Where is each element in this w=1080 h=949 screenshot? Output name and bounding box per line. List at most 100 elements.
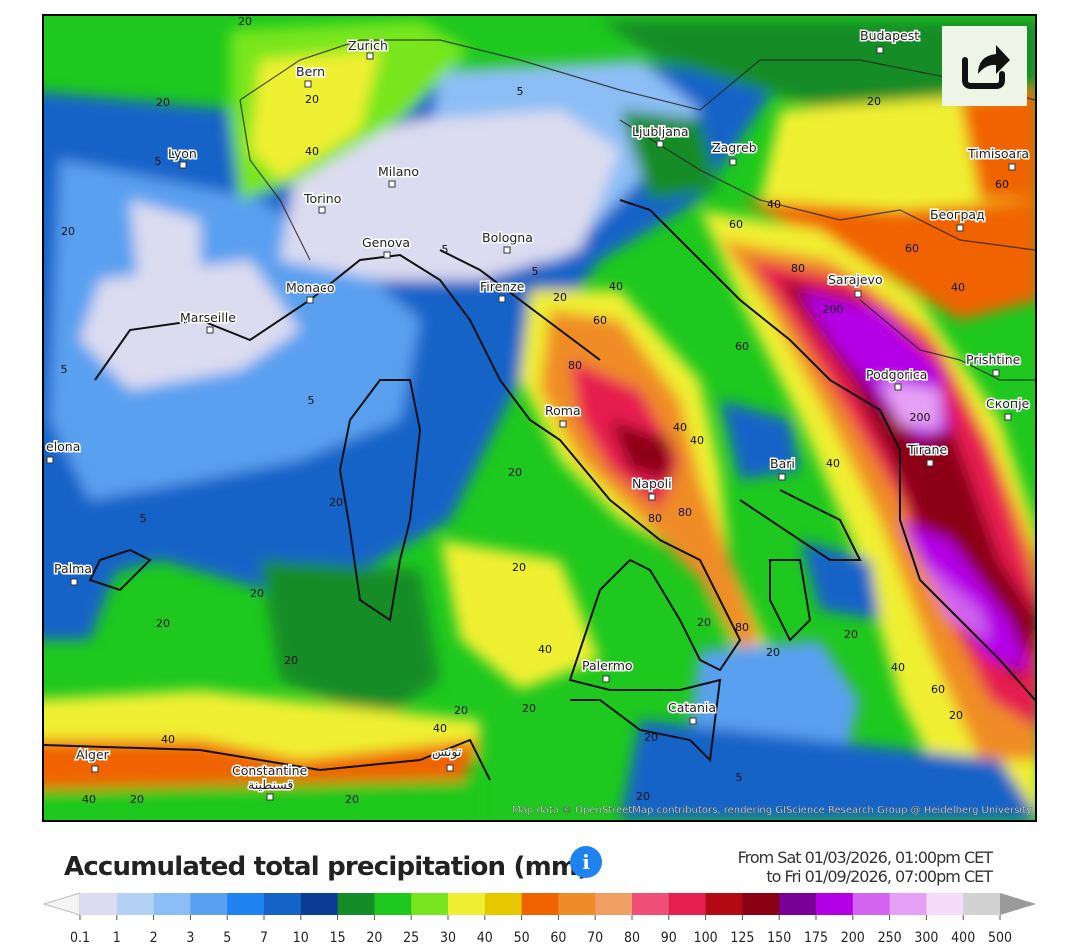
city-label: Torino xyxy=(303,191,341,206)
contour-label: 200 xyxy=(823,303,844,316)
period-from: From Sat 01/03/2026, 01:00pm CET xyxy=(738,848,994,867)
contour-label: 60 xyxy=(931,683,945,696)
contour-label: 80 xyxy=(648,512,662,525)
legend-swatch xyxy=(80,893,118,915)
city-label: Zurich xyxy=(348,38,388,53)
legend-tick-label: 80 xyxy=(624,930,640,946)
info-icon[interactable] xyxy=(570,846,602,878)
share-icon[interactable] xyxy=(962,57,1005,89)
contour-label: 40 xyxy=(826,457,840,470)
city-marker xyxy=(46,456,54,464)
contour-label: 5 xyxy=(736,771,743,784)
legend-tick-label: 0.1 xyxy=(70,930,90,946)
legend-tick-label: 60 xyxy=(550,930,566,946)
contour-label: 5 xyxy=(61,363,68,376)
contour-label: 40 xyxy=(433,722,447,735)
city-label: Sarajevo xyxy=(828,272,883,287)
city-label: Prishtine xyxy=(966,352,1021,367)
share-button[interactable] xyxy=(942,26,1027,106)
info-button[interactable]: i xyxy=(570,846,602,878)
contour-label: 5 xyxy=(442,243,449,256)
contour-label: 60 xyxy=(593,314,607,327)
city-label: elona xyxy=(46,439,80,454)
contour-label: 5 xyxy=(308,394,315,407)
legend-tick-label: 2 xyxy=(150,930,158,946)
legend-under-arrow xyxy=(42,892,81,916)
city-label: Genova xyxy=(362,235,410,250)
legend-swatch xyxy=(448,893,486,915)
city-marker xyxy=(318,206,326,214)
contour-label: 20 xyxy=(636,790,650,803)
city-label: Bern xyxy=(296,64,325,79)
contour-label: 20 xyxy=(238,15,252,28)
city-marker xyxy=(1004,413,1012,421)
legend-tick-label: 150 xyxy=(767,930,791,946)
contour-label: 40 xyxy=(538,643,552,656)
contour-label: 20 xyxy=(130,793,144,806)
city-label: Скопје xyxy=(986,396,1030,411)
contour-label: 40 xyxy=(951,281,965,294)
contour-label: 40 xyxy=(767,198,781,211)
precipitation-map: 20 5 40 20 20 5 20 5 5 20 40 60 80 60 80 40 60 60 40 200 200… xyxy=(44,15,1035,820)
city-label: Catania xyxy=(668,700,716,715)
legend-swatch xyxy=(411,893,449,915)
legend-swatch xyxy=(116,893,155,915)
contour-label: 20 xyxy=(156,96,170,109)
contour-label: 60 xyxy=(905,242,919,255)
city-marker xyxy=(956,224,964,232)
city-label: تونس xyxy=(432,744,462,760)
legend-tick-label: 100 xyxy=(694,930,718,946)
contour-label: 20 xyxy=(508,466,522,479)
contour-label: 20 xyxy=(553,291,567,304)
city-marker xyxy=(854,290,862,298)
city-marker xyxy=(559,420,567,428)
legend-tick-label: 90 xyxy=(661,930,677,946)
city-marker xyxy=(91,765,99,773)
contour-label: 20 xyxy=(454,704,468,717)
legend-tick-label: 25 xyxy=(403,930,419,946)
city-label: Monaco xyxy=(286,280,335,295)
legend-swatch xyxy=(889,893,927,915)
contour-label: 20 xyxy=(697,616,711,629)
legend-swatch xyxy=(632,893,670,915)
contour-label: 20 xyxy=(949,709,963,722)
city-marker xyxy=(992,369,1000,377)
legend-swatch xyxy=(668,893,707,915)
legend-tick-label: 70 xyxy=(587,930,603,946)
share-arrow[interactable] xyxy=(978,45,1010,74)
legend-swatch xyxy=(852,893,891,915)
contour-label: 40 xyxy=(609,280,623,293)
city-label: Roma xyxy=(545,403,581,418)
city-label: Tirane xyxy=(907,442,947,457)
contour-label: 5 xyxy=(155,155,162,168)
city-marker xyxy=(306,296,314,304)
contour-label: 20 xyxy=(156,617,170,630)
legend-tick-label: 1 xyxy=(113,930,121,946)
city-label: Bologna xyxy=(482,230,533,245)
legend-swatch xyxy=(337,893,375,915)
legend-swatch xyxy=(300,893,339,915)
city-marker xyxy=(648,493,656,501)
city-marker xyxy=(778,473,786,481)
map-labels: 20 5 40 20 20 5 20 5 5 20 40 60 80 60 80 40 60 60 40 200 200… xyxy=(45,15,1032,806)
city-label: Firenze xyxy=(480,279,525,294)
legend-title: Accumulated total precipitation (mm) xyxy=(64,852,588,882)
contour-label: 80 xyxy=(791,262,805,275)
city-label: Bari xyxy=(770,456,795,471)
legend-swatch xyxy=(153,893,191,915)
city-marker xyxy=(366,52,374,60)
city-marker xyxy=(304,80,312,88)
legend-swatch xyxy=(595,893,633,915)
city-label: Marseille xyxy=(180,310,236,325)
legend-tick-label: 125 xyxy=(730,930,754,946)
contour-label: 20 xyxy=(522,702,536,715)
map-frame xyxy=(42,14,1037,822)
contour-label: 60 xyxy=(735,340,749,353)
contour-label: 5 xyxy=(532,265,539,278)
info-glyph[interactable]: i xyxy=(582,850,590,874)
legend-swatch xyxy=(558,893,596,915)
contour-label: 40 xyxy=(305,145,319,158)
legend-tick-label: 250 xyxy=(878,930,902,946)
city-label: Podgorica xyxy=(866,367,927,382)
